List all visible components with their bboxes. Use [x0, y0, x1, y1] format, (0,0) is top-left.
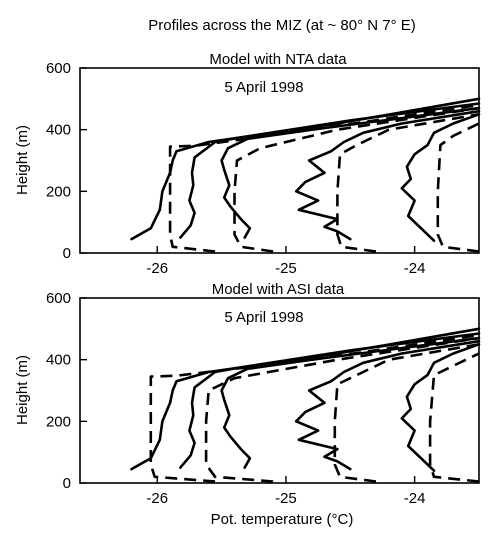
x-tick-label: -24 — [404, 490, 426, 507]
axis-ticks: 0 200 400 600 -26 -25 -24 — [46, 290, 426, 507]
chart-title: Model with NTA data — [209, 51, 347, 68]
chart-title: Model with ASI data — [212, 281, 345, 298]
solid-profile-line-3 — [220, 336, 481, 469]
dashed-profile-line-6 — [168, 103, 480, 253]
plot-frame — [79, 67, 480, 254]
x-axis-label: Pot. temperature (°C) — [211, 511, 354, 528]
dashed-profile-line-6 — [149, 333, 480, 483]
solid-profile-line-2 — [179, 332, 481, 469]
solid-profile-line-4 — [294, 339, 481, 471]
y-axis-label: Height (m) — [14, 125, 31, 195]
plot-frame — [79, 297, 480, 484]
x-tick-label: -25 — [275, 490, 297, 507]
y-tick-label: 200 — [46, 183, 71, 200]
solid-profile-line-5 — [400, 113, 481, 242]
y-tick-label: 600 — [46, 290, 71, 307]
profile-lines — [130, 97, 481, 253]
dashed-profile-line-7 — [233, 106, 480, 253]
solid-profile-line-4 — [294, 109, 481, 241]
y-tick-label: 400 — [46, 352, 71, 369]
chart-panel-nta: Model with NTA data 5 April 1998 Height … — [14, 51, 481, 277]
y-axis-label: Height (m) — [14, 355, 31, 425]
x-tick-label: -26 — [146, 490, 168, 507]
axis-ticks: 0 200 400 600 -26 -25 -24 — [46, 60, 426, 277]
solid-profile-line-5 — [400, 342, 481, 473]
figure-title: Profiles across the MIZ (at ~ 80° N 7° E… — [148, 17, 416, 34]
y-tick-label: 200 — [46, 413, 71, 430]
dashed-profile-line-9 — [428, 352, 480, 483]
solid-profile-line-2 — [179, 102, 481, 239]
x-tick-label: -24 — [404, 260, 426, 277]
y-tick-label: 0 — [63, 475, 71, 492]
date-annotation: 5 April 1998 — [224, 309, 303, 326]
dashed-profile-line-8 — [336, 113, 480, 253]
dashed-profile-line-7 — [204, 336, 480, 483]
y-tick-label: 400 — [46, 122, 71, 139]
dashed-profile-line-9 — [436, 122, 480, 253]
x-tick-label: -25 — [275, 260, 297, 277]
date-annotation: 5 April 1998 — [224, 79, 303, 96]
x-tick-label: -26 — [146, 260, 168, 277]
chart-panel-asi: Model with ASI data 5 April 1998 Height … — [14, 281, 481, 528]
y-tick-label: 600 — [46, 60, 71, 77]
profile-lines — [130, 327, 481, 483]
y-tick-label: 0 — [63, 245, 71, 262]
dashed-profile-line-8 — [333, 343, 480, 483]
